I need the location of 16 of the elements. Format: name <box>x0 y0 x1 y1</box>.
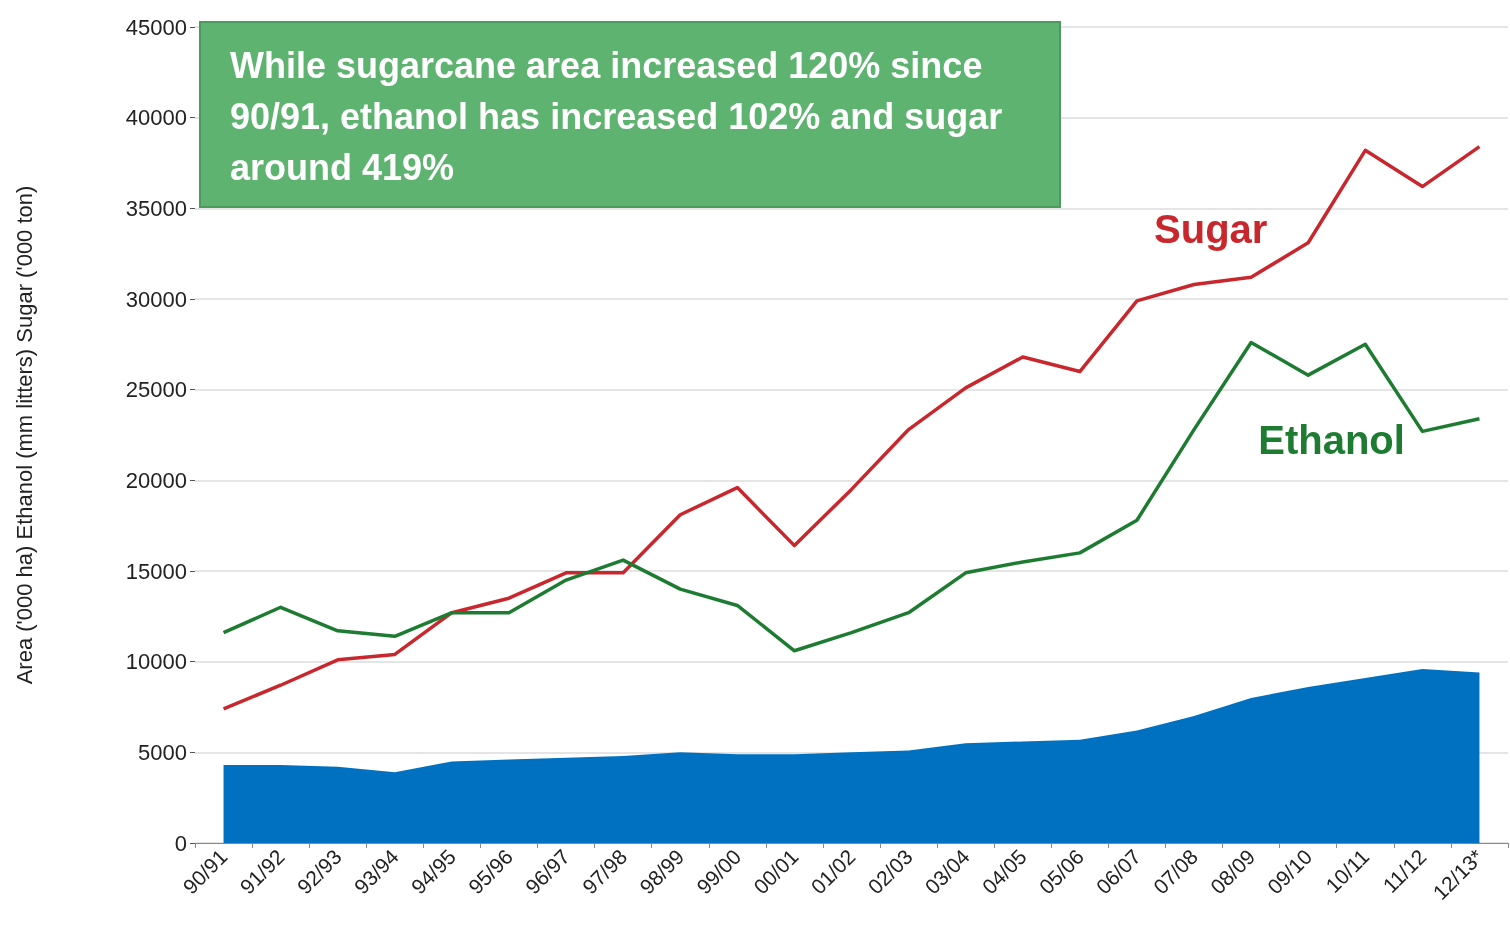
y-axis-title: Area ('000 ha) Ethanol (mm litters) Sugar ('000 ton) <box>11 185 37 685</box>
series-label: Ethanol <box>1258 418 1405 463</box>
y-tick-label: 20000 <box>125 467 187 493</box>
y-tick-label: 35000 <box>125 195 187 221</box>
line-series <box>221 144 1482 711</box>
y-tick-label: 30000 <box>125 286 187 312</box>
annotation: While sugarcane area increased 120% since 90/91, ethanol has increased 102% and sugar around 419% <box>230 45 1013 188</box>
y-tick-label: 15000 <box>125 558 187 584</box>
series-label: Sugar <box>1154 207 1268 252</box>
y-tick-label: 45000 <box>125 14 187 40</box>
y-tick-label: 5000 <box>138 739 187 765</box>
y-tick-label: 10000 <box>125 649 187 675</box>
y-tick-label: 0 <box>174 830 187 856</box>
y-tick-label: 25000 <box>125 377 187 403</box>
line-series <box>221 340 1482 653</box>
y-tick-label: 40000 <box>125 105 187 131</box>
